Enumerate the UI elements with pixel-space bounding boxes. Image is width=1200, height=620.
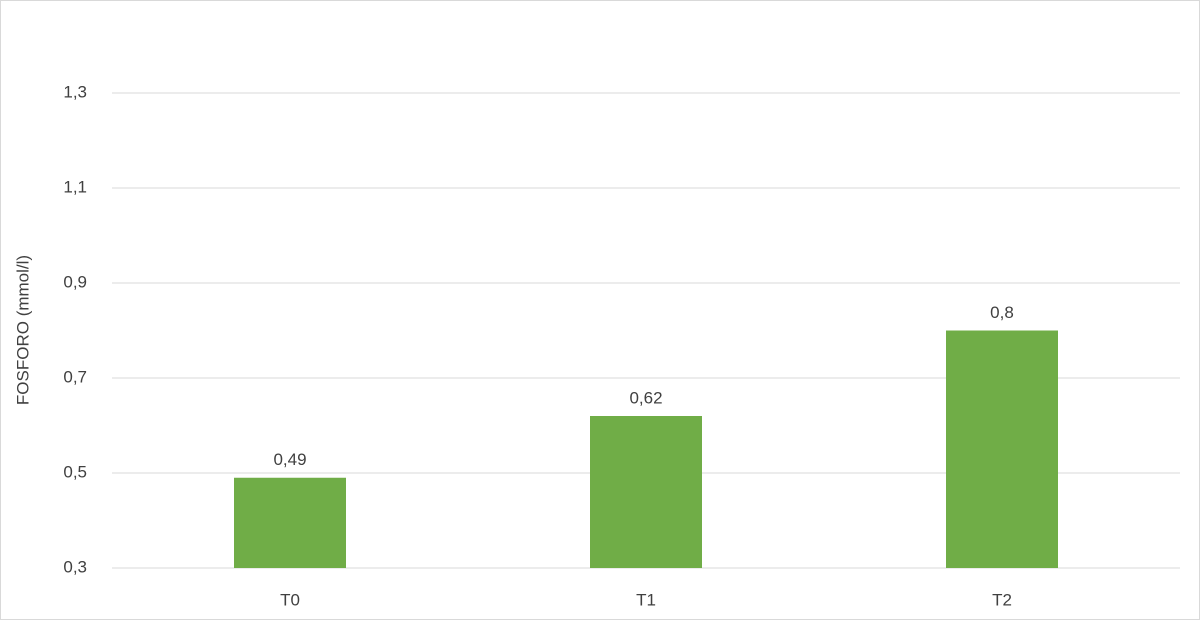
- y-tick-label: 0,7: [63, 367, 87, 386]
- y-tick-label: 1,3: [63, 82, 87, 101]
- value-label: 0,62: [629, 388, 662, 407]
- y-tick-label: 0,9: [63, 272, 87, 291]
- value-label: 0,8: [990, 303, 1014, 322]
- x-tick-label: T2: [992, 590, 1012, 609]
- bar: [946, 330, 1058, 568]
- bar: [234, 477, 346, 568]
- value-label: 0,49: [273, 450, 306, 469]
- y-tick-label: 0,5: [63, 462, 87, 481]
- bar: [590, 416, 702, 568]
- y-tick-label: 0,3: [63, 557, 87, 576]
- x-tick-label: T0: [280, 590, 300, 609]
- y-axis-title: FOSFORO (mmol/l): [13, 255, 32, 405]
- y-tick-label: 1,1: [63, 177, 87, 196]
- x-tick-label: T1: [636, 590, 656, 609]
